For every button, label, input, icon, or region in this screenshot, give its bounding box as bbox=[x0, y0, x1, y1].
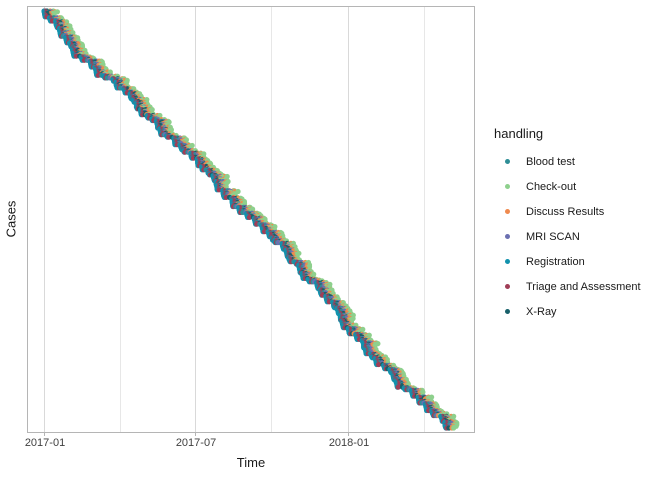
gridline-major bbox=[348, 7, 349, 432]
x-tick-label: 2018-01 bbox=[328, 437, 370, 449]
gridline-minor bbox=[424, 7, 425, 432]
legend-item: X-Ray bbox=[494, 299, 669, 324]
legend-item: MRI SCAN bbox=[494, 224, 669, 249]
gridline-minor bbox=[271, 7, 272, 432]
legend-key-dot bbox=[505, 284, 510, 289]
x-axis-tick bbox=[348, 433, 349, 436]
legend-title: handling bbox=[494, 126, 544, 141]
plot-panel bbox=[27, 6, 475, 433]
legend-key-dot bbox=[505, 209, 510, 214]
legend-item: Triage and Assessment bbox=[494, 274, 669, 299]
legend: handling Blood test Check-out Discuss Resu… bbox=[494, 126, 669, 324]
legend-item-label: MRI SCAN bbox=[526, 230, 580, 243]
legend-item-label: X-Ray bbox=[526, 305, 557, 318]
gridline-major bbox=[195, 7, 196, 432]
legend-key-dot bbox=[505, 184, 510, 189]
legend-item-label: Triage and Assessment bbox=[526, 280, 641, 293]
legend-item-label: Blood test bbox=[526, 155, 575, 168]
legend-item: Blood test bbox=[494, 149, 669, 174]
x-tick-label: 2017-07 bbox=[175, 437, 217, 449]
legend-key-dot bbox=[505, 234, 510, 239]
legend-item: Check-out bbox=[494, 174, 669, 199]
x-axis-tick bbox=[44, 433, 45, 436]
x-tick-label: 2017-01 bbox=[24, 437, 66, 449]
legend-item: Discuss Results bbox=[494, 199, 669, 224]
y-axis-title: Cases bbox=[3, 200, 19, 238]
legend-item: Registration bbox=[494, 249, 669, 274]
legend-item-label: Registration bbox=[526, 255, 585, 268]
legend-item-label: Check-out bbox=[526, 180, 577, 193]
case-dots-layer bbox=[41, 8, 460, 431]
legend-key-dot bbox=[505, 159, 510, 164]
x-axis-tick bbox=[195, 433, 196, 436]
gridline-minor bbox=[120, 7, 121, 432]
legend-items: Blood test Check-out Discuss Results MRI SC… bbox=[494, 149, 669, 324]
gridline-major bbox=[44, 7, 45, 432]
legend-key-dot bbox=[505, 309, 510, 314]
legend-key-dot bbox=[505, 259, 510, 264]
legend-item-label: Discuss Results bbox=[526, 205, 605, 218]
x-axis-title: Time bbox=[236, 455, 266, 470]
